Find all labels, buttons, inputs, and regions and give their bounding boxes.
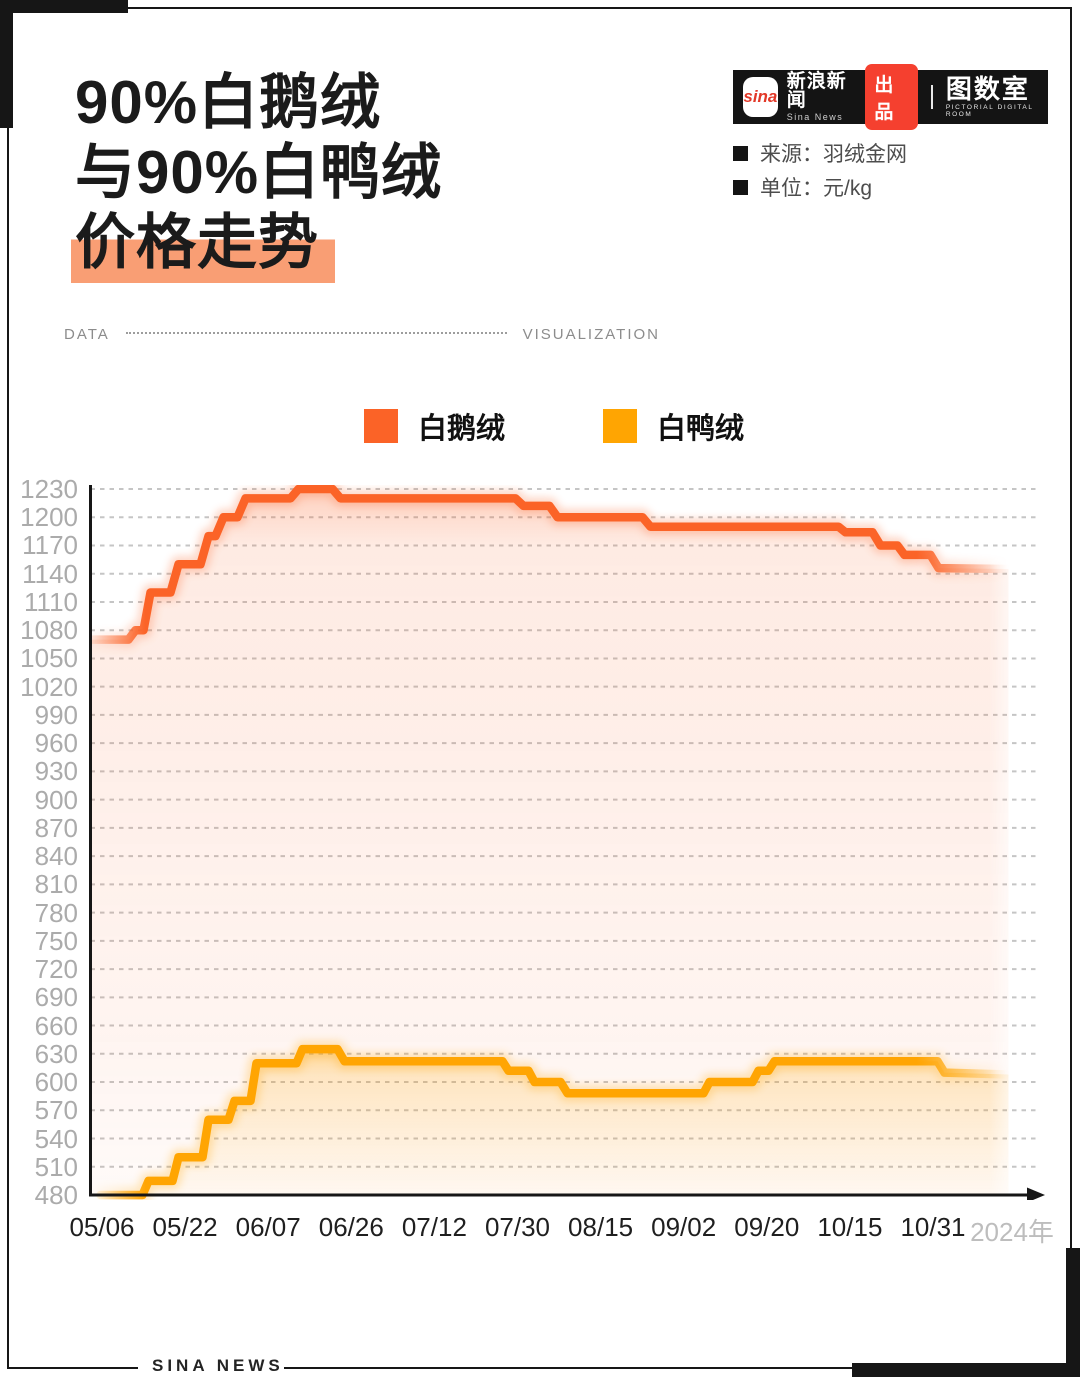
y-tick-label: 1020 — [20, 671, 78, 702]
x-tick-label: 09/02 — [651, 1212, 717, 1242]
brand-name-block: 新浪新闻 Sina News — [787, 72, 857, 122]
y-tick-label: 990 — [34, 699, 78, 730]
legend-swatch-goose — [363, 409, 398, 443]
frame-right-line — [1070, 7, 1072, 1250]
y-tick-label: 1230 — [20, 474, 78, 504]
x-tick-label: 09/20 — [734, 1212, 800, 1242]
section-divider: DATA VISUALIZATION — [64, 326, 660, 343]
frame-bottom-thick-bar — [852, 1363, 1080, 1377]
bullet-square-icon — [733, 145, 748, 161]
bullet-square-icon — [733, 179, 748, 195]
y-tick-label: 1170 — [22, 530, 78, 561]
frame-top-thick-bar — [0, 0, 128, 13]
y-tick-label: 870 — [34, 812, 78, 843]
frame-bottom-line-left — [7, 1367, 138, 1369]
digital-room-name-en: PICTORIAL DIGITAL ROOM — [945, 104, 1034, 118]
sina-logo-icon: sina — [743, 77, 778, 117]
brand-name-en: Sina News — [786, 112, 844, 122]
unit-label: 单位：元/kg — [760, 177, 873, 200]
page-title: 90%白鹅绒 与90%白鸭绒 价格走势 — [71, 68, 443, 283]
brand-name-cn: 新浪新闻 — [786, 71, 847, 111]
y-tick-label: 930 — [34, 756, 78, 787]
legend-label-goose: 白鹅绒 — [417, 413, 505, 445]
x-tick-label: 10/31 — [900, 1212, 966, 1242]
legend-item-goose: 白鹅绒 — [363, 405, 505, 447]
y-tick-label: 630 — [34, 1038, 78, 1069]
title-line-1: 90%白鹅绒 — [75, 69, 382, 136]
digital-room-name-cn: 图数室 — [945, 74, 1030, 104]
footer-brand: SINA NEWS — [152, 1356, 284, 1375]
series-area-0 — [90, 489, 1009, 1195]
y-tick-label: 690 — [34, 982, 78, 1013]
y-tick-label: 840 — [34, 841, 78, 872]
y-tick-label: 540 — [34, 1123, 78, 1154]
divider-left-label: DATA — [64, 326, 110, 343]
series-line-1 — [96, 1044, 1013, 1200]
chart-legend: 白鹅绒 白鸭绒 — [14, 405, 1080, 447]
y-tick-label: 1200 — [20, 502, 78, 533]
title-line-2: 与90%白鸭绒 — [75, 139, 443, 206]
y-tick-label: 1080 — [20, 615, 78, 646]
frame-right-thick-bar — [1066, 1248, 1080, 1377]
divider-dotted-line — [125, 332, 507, 334]
y-tick-label: 570 — [34, 1095, 78, 1126]
x-tick-label: 07/30 — [484, 1212, 551, 1242]
produced-by-badge: 出品 — [865, 64, 919, 130]
frame-left-line — [7, 126, 9, 1369]
y-tick-label: 600 — [34, 1067, 78, 1098]
y-tick-label: 960 — [34, 728, 78, 759]
y-tick-label: 1140 — [22, 558, 78, 589]
publisher-logo-bar: sina 新浪新闻 Sina News 出品 图数室 PICTORIAL DIG… — [733, 64, 1048, 130]
legend-swatch-duck — [603, 409, 637, 443]
logo-divider — [931, 85, 933, 109]
series-line-0 — [89, 485, 1013, 644]
x-tick-label: 06/26 — [318, 1212, 384, 1242]
frame-left-thick-bar — [0, 0, 13, 128]
x-tick-label: 07/12 — [401, 1212, 467, 1242]
x-tick-label: 05/06 — [69, 1212, 135, 1242]
x-tick-label: 10/15 — [817, 1212, 883, 1242]
frame-bottom-line-right — [284, 1367, 854, 1369]
source-label: 来源：羽绒金网 — [760, 143, 907, 166]
y-tick-label: 660 — [34, 1010, 78, 1041]
x-tick-label: 05/22 — [152, 1212, 218, 1242]
y-tick-label: 510 — [34, 1151, 78, 1182]
legend-label-duck: 白鸭绒 — [657, 413, 745, 445]
series-area-1 — [100, 1049, 1009, 1195]
title-highlight: 价格走势 — [71, 208, 335, 283]
y-tick-label: 1050 — [20, 643, 78, 674]
x-axis-arrow-icon — [1027, 1187, 1045, 1200]
x-tick-label: 08/15 — [568, 1212, 634, 1242]
digital-room-logo: 图数室 PICTORIAL DIGITAL ROOM — [946, 76, 1048, 118]
y-tick-label: 780 — [34, 897, 78, 928]
y-tick-label: 1110 — [24, 586, 78, 617]
y-tick-label: 720 — [34, 954, 78, 985]
x-axis-year-suffix: 2024年 — [970, 1217, 1054, 1247]
frame-top-line — [126, 7, 1072, 9]
x-tick-label: 06/07 — [235, 1212, 301, 1242]
source-line: 来源：羽绒金网 — [733, 138, 907, 168]
unit-line: 单位：元/kg — [733, 172, 872, 202]
y-tick-label: 900 — [34, 784, 78, 815]
y-tick-label: 480 — [34, 1180, 78, 1210]
legend-item-duck: 白鸭绒 — [603, 405, 744, 447]
divider-right-label: VISUALIZATION — [522, 326, 660, 343]
y-tick-label: 810 — [34, 869, 78, 900]
y-tick-label: 750 — [34, 925, 78, 956]
price-trend-chart — [89, 485, 1045, 1200]
